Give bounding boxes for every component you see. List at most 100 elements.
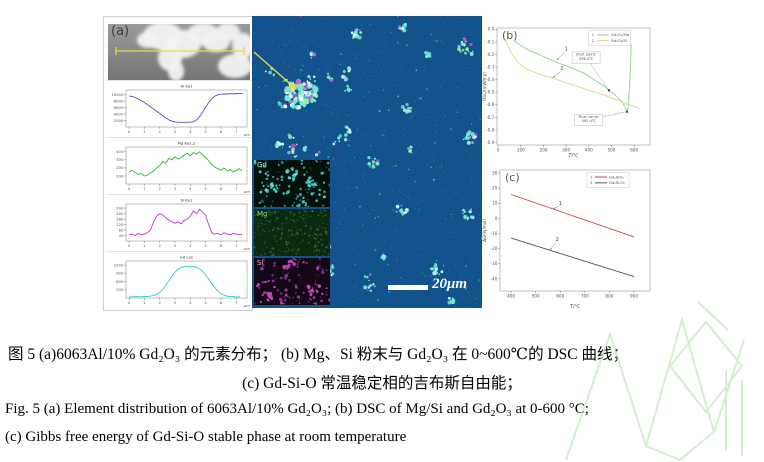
svg-text:Start point:: Start point: [576,53,596,57]
sem-image [108,24,250,80]
svg-text:120: 120 [116,222,124,227]
inset-label-mg: Mg [257,210,268,218]
svg-text:6: 6 [220,300,223,305]
svg-text:-20: -20 [491,246,498,251]
svg-text:1: 1 [143,129,146,134]
gd-line-profile-chart: 0 1 2 3 4 5 6 7 300 600 900 1200 Gd La1 μm [106,251,252,309]
svg-text:4: 4 [189,243,192,248]
svg-text:T/℃: T/℃ [570,304,581,310]
svg-text:1: 1 [592,32,595,37]
svg-text:0: 0 [128,300,131,305]
eds-inset-mg: Mg [254,209,330,256]
svg-text:80: 80 [119,227,124,232]
svg-text:-0.5: -0.5 [486,90,495,95]
svg-text:200: 200 [539,147,547,152]
svg-text:0: 0 [497,147,500,152]
svg-text:800: 800 [605,293,613,298]
dsc-chart: 0 100 200 300 400 500 600 0.0 -0.1 -0.2 -0.3 -0.4 -0… [480,14,663,160]
svg-text:600: 600 [556,293,564,298]
svg-text:5: 5 [204,129,207,134]
svg-text:7: 7 [235,300,238,305]
svg-text:240: 240 [116,205,124,210]
svg-text:100: 100 [517,147,525,152]
svg-text:-0.7: -0.7 [486,115,495,120]
eds-inset-si: Si [254,258,330,305]
svg-text:0.0: 0.0 [488,27,495,32]
svg-text:5: 5 [204,300,207,305]
svg-text:10: 10 [492,201,498,206]
svg-text:100: 100 [116,173,124,178]
svg-text:-0.8: -0.8 [486,127,495,132]
svg-text:200: 200 [116,165,124,170]
svg-text:3: 3 [174,129,177,134]
svg-text:0: 0 [128,129,131,134]
svg-text:μm: μm [243,303,250,308]
svg-text:300: 300 [116,287,124,292]
svg-text:4: 4 [189,186,192,191]
svg-text:1: 1 [143,186,146,191]
svg-text:30: 30 [492,170,498,175]
svg-text:2: 2 [592,38,595,43]
svg-text:0: 0 [128,243,131,248]
svg-text:Al Ka1: Al Ka1 [180,84,193,89]
svg-text:300: 300 [562,147,570,152]
svg-text:400: 400 [507,293,515,298]
svg-text:400: 400 [585,147,593,152]
mg-line-profile-chart: 0 1 2 3 4 5 6 7 100 200 300 400 Mg Ka1,2 μm [106,137,252,195]
svg-text:-30: -30 [491,261,498,266]
svg-text:2: 2 [158,300,161,305]
svg-text:1: 1 [590,174,593,179]
svg-text:1: 1 [565,47,568,53]
svg-text:600: 600 [630,147,638,152]
svg-text:10000: 10000 [111,92,124,97]
svg-text:μm: μm [243,246,250,251]
svg-text:2: 2 [556,237,559,243]
svg-text:2: 2 [158,186,161,191]
svg-text:-0.9: -0.9 [486,140,495,145]
svg-text:Final value:: Final value: [579,115,599,119]
svg-text:900: 900 [116,271,124,276]
svg-text:3: 3 [174,243,177,248]
svg-text:1200: 1200 [114,262,124,267]
svg-text:6000: 6000 [114,105,124,110]
svg-text:(c): (c) [505,171,520,184]
svg-text:3: 3 [174,300,177,305]
svg-text:1: 1 [143,300,146,305]
svg-text:200: 200 [116,211,124,216]
caption-en-line2: (c) Gibbs free energy of Gd-Si-O stable … [5,429,407,445]
si-line-profile-chart: 0 1 2 3 4 5 6 7 40 80 120 160 200 240 Si Ka1 μm [106,194,252,252]
svg-text:40: 40 [119,233,124,238]
svg-text:400: 400 [116,149,124,154]
svg-text:8000: 8000 [114,99,124,104]
svg-text:500: 500 [532,293,540,298]
svg-text:2: 2 [158,129,161,134]
panel-a-label: (a) [111,24,130,39]
svg-text:7: 7 [235,186,238,191]
svg-text:Mg Ka1,2: Mg Ka1,2 [178,141,196,146]
svg-text:2: 2 [158,243,161,248]
inset-label-si: Si [257,259,264,267]
svg-text:-40: -40 [491,276,498,281]
svg-text:3: 3 [174,186,177,191]
al-line-profile-chart: 0 1 2 3 4 5 6 7 2000 4000 6000 8000 10000 Al Ka1 μm [106,80,252,138]
svg-text:μm: μm [243,132,250,137]
svg-text:7: 7 [235,243,238,248]
svg-text:2: 2 [561,66,564,72]
svg-text:Gd₂Si₂O₇: Gd₂Si₂O₇ [609,180,626,185]
gibbs-free-energy-chart: 400 500 600 700 800 900 30 20 10 0 -10 -20 -30 -40 T/℃… [480,161,663,311]
svg-text:5: 5 [204,186,207,191]
svg-text:700: 700 [581,293,589,298]
svg-text:900: 900 [630,293,638,298]
svg-text:-0.4: -0.4 [486,77,495,82]
svg-text:ΔG/(kJ/mol): ΔG/(kJ/mol) [482,219,487,242]
inset-label-gd: Gd [257,161,267,169]
svg-text:592.4℃: 592.4℃ [582,119,596,123]
scale-bar-label: 20μm [432,276,468,292]
svg-text:5: 5 [204,243,207,248]
svg-text:160: 160 [116,216,124,221]
svg-text:20: 20 [492,186,498,191]
svg-text:μm: μm [243,189,250,194]
svg-text:-0.6: -0.6 [486,102,495,107]
